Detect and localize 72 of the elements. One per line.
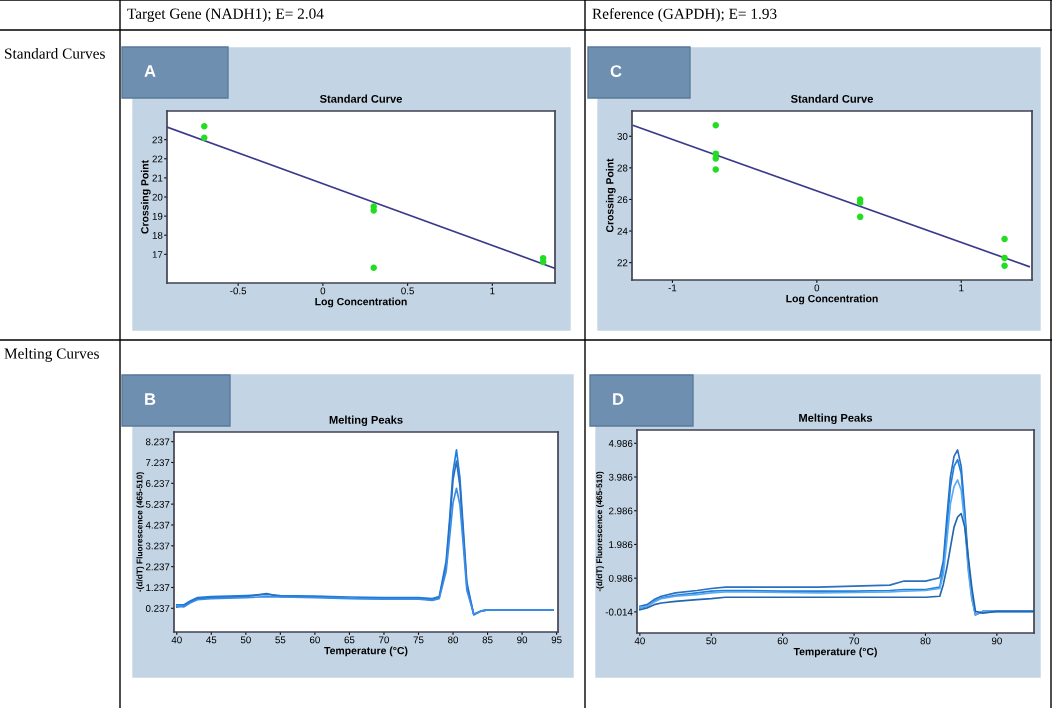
- x-tick-label: -0.5: [230, 287, 247, 295]
- y-axis-title: Crossing Point: [605, 158, 616, 233]
- x-tick-label: 40: [171, 636, 182, 644]
- y-tick-label: 18: [152, 231, 163, 239]
- x-tick-label: 95: [551, 636, 562, 644]
- x-axis-title: Log Concentration: [315, 297, 407, 308]
- x-tick-label: 80: [920, 637, 931, 645]
- x-axis-title: Temperature (°C): [793, 647, 877, 658]
- y-tick-label: 20: [152, 193, 163, 201]
- x-tick-label: 0: [320, 287, 326, 295]
- x-tick-label: 0.5: [401, 287, 414, 295]
- x-tick-label: 70: [849, 637, 860, 645]
- text: B: [145, 393, 156, 405]
- text: D: [613, 393, 624, 405]
- text: A: [144, 65, 156, 77]
- chart-title: Melting Peaks: [799, 413, 873, 425]
- x-tick-label: 50: [240, 636, 251, 644]
- y-tick-label: 21: [152, 174, 163, 182]
- chart-title: Standard Curve: [790, 94, 873, 103]
- x-tick-label: 65: [344, 636, 355, 644]
- x-axis-title: Log Concentration: [786, 294, 878, 305]
- y-tick-label: 6.237: [146, 480, 170, 487]
- y-tick-label: 4.986: [608, 440, 633, 447]
- chart-title: Melting Peaks: [329, 415, 403, 427]
- y-tick-label: 19: [152, 212, 163, 220]
- y-tick-label: 1.986: [609, 541, 633, 549]
- x-axis-title: Temperature (°C): [324, 646, 408, 657]
- x-tick-label: 70: [379, 636, 389, 644]
- y-tick-label: 0.237: [145, 605, 170, 612]
- y-tick-label: 22: [152, 155, 163, 163]
- x-tick-label: 0: [814, 284, 820, 292]
- y-tick-label: 23: [152, 136, 163, 144]
- y-tick-label: 1.237: [146, 584, 170, 592]
- y-tick-label: 3.986: [608, 473, 633, 481]
- y-tick-label: 22: [617, 259, 628, 267]
- x-tick-label: 40: [634, 637, 645, 645]
- text: C: [610, 65, 622, 77]
- x-tick-label: 1: [959, 284, 964, 292]
- y-tick-label: 24: [617, 227, 628, 235]
- y-tick-label: 2.237: [146, 563, 170, 571]
- y-tick-label: 2.986: [609, 507, 633, 515]
- chart-title: Standard Curve: [319, 94, 402, 103]
- y-axis-title: Crossing Point: [140, 160, 151, 234]
- x-tick-label: 90: [517, 636, 528, 644]
- x-tick-label: 85: [482, 636, 493, 644]
- x-tick-label: 80: [448, 636, 459, 644]
- x-tick-label: 45: [206, 636, 217, 644]
- y-tick-label: 7.237: [146, 459, 170, 467]
- y-tick-label: 26: [617, 196, 628, 204]
- x-tick-label: 1: [490, 287, 495, 295]
- x-tick-label: 55: [275, 636, 286, 644]
- y-axis-title: -(d/dT) Fluorescence (465-510): [596, 471, 604, 592]
- y-tick-label: 4.237: [145, 521, 170, 529]
- text: Melting Curves: [4, 348, 99, 362]
- y-tick-label: -0.014: [605, 608, 633, 616]
- x-tick-label: 50: [706, 637, 717, 645]
- x-tick-label: 90: [991, 637, 1002, 645]
- y-tick-label: 28: [617, 164, 628, 172]
- y-tick-label: 0.986: [608, 574, 633, 582]
- chart-subtitle: Target Gene (NADH1); E= 2.04: [127, 8, 324, 22]
- x-tick-label: 75: [413, 636, 424, 644]
- y-tick-label: 8.237: [145, 438, 170, 446]
- y-tick-label: 30: [617, 133, 628, 140]
- y-tick-label: 5.237: [145, 500, 170, 508]
- y-axis-title: -(d/dT) Fluorescence (465-510): [136, 472, 145, 592]
- x-tick-label: -1: [668, 284, 677, 292]
- chart-subtitle: Reference (GAPDH); E= 1.93: [592, 7, 777, 23]
- x-tick-label: 60: [309, 636, 320, 644]
- text: Standard Curves: [5, 48, 105, 59]
- y-tick-label: 3.237: [145, 542, 170, 550]
- x-tick-label: 60: [777, 637, 788, 645]
- y-tick-label: 17: [152, 251, 163, 258]
